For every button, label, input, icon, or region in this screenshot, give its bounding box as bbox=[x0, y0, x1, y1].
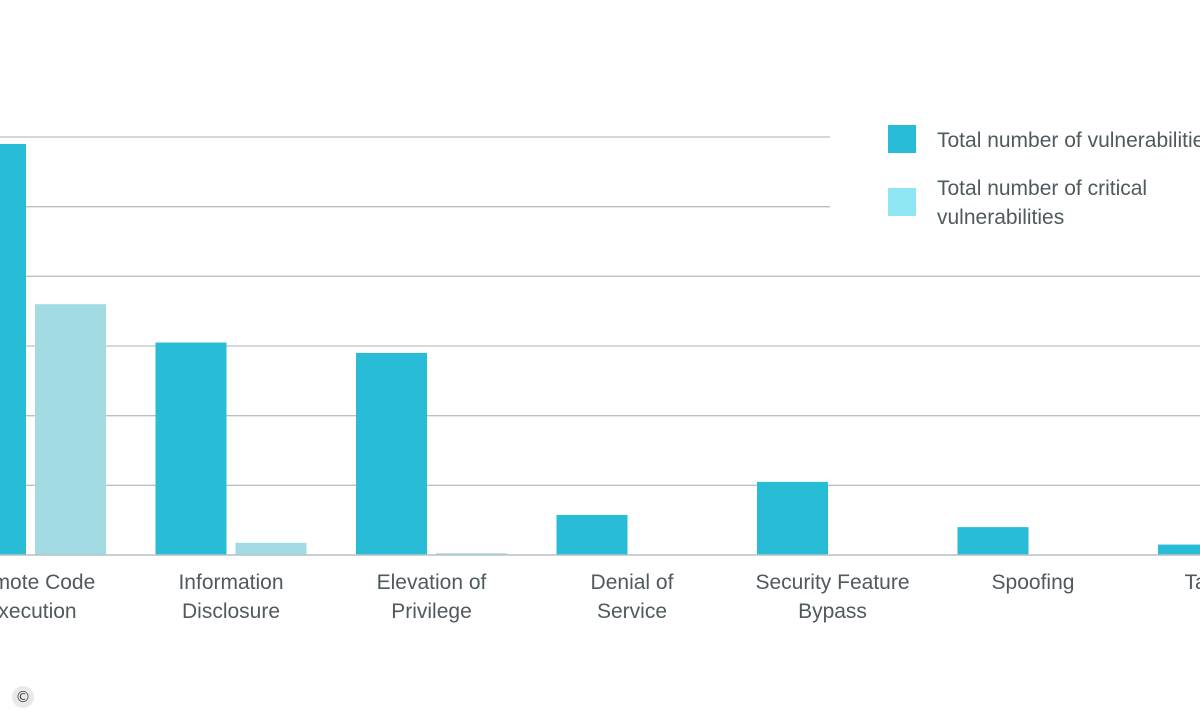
copyright-badge: © bbox=[12, 686, 34, 708]
legend-swatch-0 bbox=[888, 125, 916, 153]
category-label-1-1: Disclosure bbox=[182, 600, 280, 623]
bar-s0-c2 bbox=[356, 352, 427, 555]
legend-label-1-0: Total number of critical bbox=[937, 177, 1147, 200]
bar-s0-c6 bbox=[1158, 544, 1200, 555]
bar-s1-c0 bbox=[35, 304, 106, 555]
category-label-2-0: Elevation of bbox=[377, 571, 487, 594]
category-label-3-1: Service bbox=[597, 600, 667, 623]
category-label-2-1: Privilege bbox=[391, 600, 472, 623]
legend-label-0-0: Total number of vulnerabilities bbox=[937, 129, 1200, 152]
bar-s0-c1 bbox=[155, 342, 227, 555]
category-labels: Remote Code Execution Information Disclosur… bbox=[0, 571, 1200, 623]
bar-s0-c3 bbox=[556, 514, 628, 555]
bar-s1-c2 bbox=[436, 553, 507, 555]
category-label-4-1: Bypass bbox=[798, 600, 867, 623]
bars bbox=[0, 143, 1200, 555]
category-label-5-0: Spoofing bbox=[992, 571, 1075, 594]
legend: Total number of vulnerabilities Total num… bbox=[888, 125, 1200, 229]
category-label-6-0: Tampering bbox=[1184, 571, 1200, 594]
bar-s0-c4 bbox=[757, 481, 828, 555]
category-label-0-0: Remote Code bbox=[0, 571, 95, 594]
category-label-1-0: Information bbox=[178, 571, 283, 594]
category-label-3-0: Denial of bbox=[591, 571, 674, 594]
category-label-4-0: Security Feature bbox=[755, 571, 909, 594]
legend-swatch-1 bbox=[888, 188, 916, 216]
bar-s0-c0 bbox=[0, 143, 26, 555]
legend-label-1-1: vulnerabilities bbox=[937, 206, 1064, 229]
category-label-0-1: Execution bbox=[0, 600, 77, 623]
bar-s0-c5 bbox=[957, 527, 1029, 555]
bar-s1-c1 bbox=[235, 542, 307, 555]
